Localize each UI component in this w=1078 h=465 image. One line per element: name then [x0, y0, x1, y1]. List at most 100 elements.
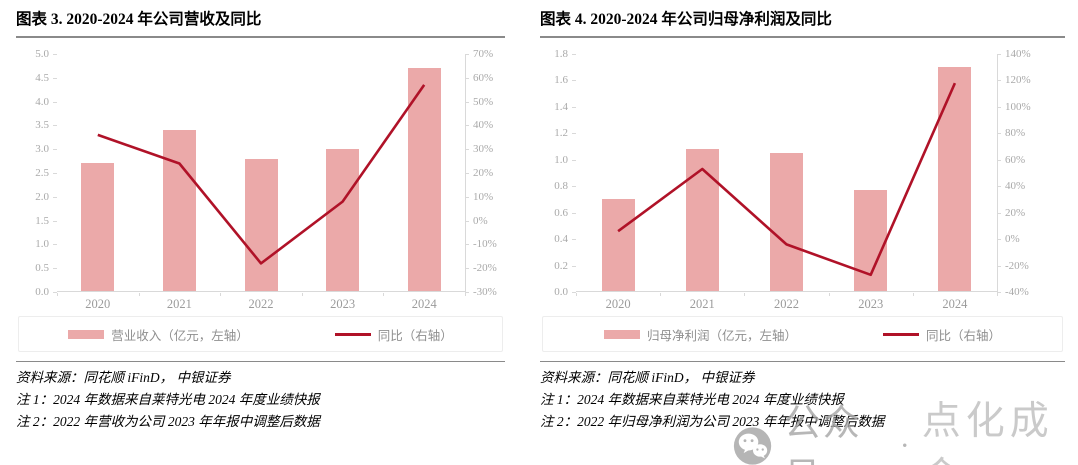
- left-axis-tick-labels: 5.0 4.5 4.0 3.5 3.0 2.5 2.0 1.5 1.0 0.5 0.0: [16, 48, 49, 298]
- right-axis-tick-label: -20%: [473, 262, 497, 275]
- right-axis-tick-label: -20%: [1005, 259, 1029, 272]
- x-axis-label-2024: 2024: [411, 297, 437, 311]
- right-axis-tick: [465, 101, 469, 103]
- left-axis-tick-label: 2.5: [35, 167, 49, 179]
- right-axis-tick: [465, 173, 469, 174]
- right-axis-tick: [997, 212, 1001, 214]
- left-axis-tick-label: 3.0: [35, 143, 49, 156]
- left-axis-tick-label: 4.0: [35, 95, 49, 108]
- right-axis-tick: [997, 106, 1001, 108]
- left-axis-tick-label: 1.0: [35, 238, 49, 251]
- note-line-1: 注 1：2024 年数据来自莱特光电 2024 年度业绩快报: [540, 392, 844, 407]
- x-axis-label-2022: 2022: [248, 297, 274, 311]
- right-axis-tick: [465, 149, 469, 151]
- left-axis-tick: [53, 173, 57, 174]
- right-axis-tick: [465, 77, 469, 79]
- left-axis-tick-label: 1.6: [554, 74, 568, 87]
- legend-item-line: 同比（右轴）: [883, 325, 1001, 344]
- right-axis-tick-label: 20%: [1005, 206, 1026, 219]
- figure-bottom-rule: [540, 361, 1065, 362]
- left-axis-tick: [572, 212, 576, 214]
- left-axis-tick-label: 4.5: [35, 71, 49, 84]
- x-axis-tick: [220, 293, 222, 296]
- legend-bar-label: 营业收入（亿元，左轴）: [111, 328, 249, 343]
- right-axis-tick-labels: 140% 120% 100% 80% 60% 40% 20% 0% -20% -40%: [1005, 48, 1065, 298]
- x-axis-tick: [465, 293, 466, 296]
- note-line-2: 注 2：2022 年营收为公司 2023 年年报中调整后数据: [16, 414, 320, 429]
- legend-bar-label: 归母净利润（亿元，左轴）: [646, 328, 797, 343]
- source-line: 资料来源：同花顺 iFinD， 中银证券: [540, 370, 755, 385]
- right-axis-tick-label: 40%: [1005, 180, 1026, 193]
- note-line-2: 注 2：2022 年归母净利润为公司 2023 年年报中调整后数据: [540, 414, 885, 429]
- left-axis-tick-label: 0.4: [554, 233, 568, 246]
- right-axis-line: [997, 54, 998, 292]
- left-axis-tick: [53, 101, 57, 103]
- bar-2022: [770, 153, 803, 292]
- left-axis-tick: [572, 54, 576, 55]
- yoy-line: [97, 84, 426, 265]
- plot-area: 2020 2021 2022 2023 2024: [572, 54, 1001, 311]
- left-axis-tick-label: 0.2: [554, 259, 568, 272]
- left-axis-tick: [572, 186, 576, 188]
- left-axis-tick: [572, 80, 576, 82]
- x-axis-tick: [138, 293, 140, 296]
- left-axis-tick: [53, 149, 57, 151]
- left-axis-tick: [53, 268, 57, 270]
- chart-legend: 归母净利润（亿元，左轴） 同比（右轴）: [542, 316, 1063, 352]
- figure-bottom-rule: [16, 361, 505, 362]
- right-axis-tick-label: 20%: [473, 167, 494, 179]
- left-axis-tick: [572, 106, 576, 108]
- left-axis-tick: [572, 239, 576, 241]
- left-axis-tick-label: 1.8: [554, 48, 568, 60]
- legend-line-label: 同比（右轴）: [377, 328, 453, 343]
- left-axis-tick-label: 0.0: [554, 286, 568, 298]
- left-axis-tick: [53, 220, 57, 222]
- line-swatch: [883, 332, 919, 336]
- net-profit-chart: 1.8 1.6 1.4 1.2 1.0 0.8 0.6 0.4 0.2 0.0 140% 120% 10…: [540, 38, 1065, 314]
- watermark-dot: ·: [899, 429, 910, 462]
- right-axis-tick-label: 100%: [1005, 100, 1031, 113]
- figure-title: 图表 4. 2020-2024 年公司归母净利润及同比: [540, 10, 1065, 38]
- right-axis-tick-label: 60%: [1005, 153, 1026, 166]
- right-axis-tick: [465, 292, 469, 293]
- x-axis-tick: [660, 293, 662, 296]
- x-axis-label-2020: 2020: [85, 297, 111, 311]
- right-axis-tick-label: 30%: [473, 143, 494, 156]
- left-axis-tick-label: 0.0: [35, 286, 49, 298]
- right-axis-tick-label: 120%: [1005, 74, 1031, 87]
- x-axis-label-2022: 2022: [774, 297, 799, 311]
- x-axis-line: [576, 291, 997, 292]
- right-axis-tick-labels: 70% 60% 50% 40% 30% 20% 10% 0% -10% -20% -30%: [473, 48, 533, 298]
- left-axis-tick-labels: 1.8 1.6 1.4 1.2 1.0 0.8 0.6 0.4 0.2 0.0: [540, 48, 568, 298]
- bar-2021: [685, 149, 719, 292]
- right-axis-tick: [465, 196, 469, 198]
- right-axis-tick-label: 40%: [473, 119, 494, 132]
- legend-item-line: 同比（右轴）: [334, 325, 453, 344]
- x-axis-label-2020: 2020: [605, 297, 631, 311]
- revenue-chart: 5.0 4.5 4.0 3.5 3.0 2.5 2.0 1.5 1.0 0.5 0.0 70% 60% 5…: [16, 38, 505, 314]
- right-axis-tick-label: 50%: [473, 95, 494, 108]
- right-axis-tick: [465, 244, 469, 246]
- left-axis-tick-label: 1.5: [35, 214, 49, 227]
- left-axis-tick-label: 1.2: [554, 127, 568, 140]
- note-line-1: 注 1：2024 年数据来自莱特光电 2024 年度业绩快报: [16, 392, 320, 407]
- right-axis-tick: [465, 54, 469, 55]
- right-axis-tick-label: 140%: [1005, 48, 1031, 60]
- right-axis-tick: [465, 125, 469, 127]
- left-axis-tick: [572, 265, 576, 267]
- x-axis-label-2023: 2023: [330, 297, 356, 311]
- legend-item-bar: 归母净利润（亿元，左轴）: [603, 325, 797, 344]
- left-axis-tick: [53, 196, 57, 198]
- x-axis-label-2021: 2021: [166, 297, 192, 311]
- bar-2021: [162, 130, 196, 292]
- left-axis-tick-label: 0.8: [554, 180, 568, 193]
- source-line: 资料来源：同花顺 iFinD， 中银证券: [16, 370, 231, 385]
- right-axis-tick-label: -40%: [1005, 286, 1029, 298]
- figure-footer: 资料来源：同花顺 iFinD， 中银证券 注 1：2024 年数据来自莱特光电 …: [16, 362, 505, 433]
- bar-2020: [81, 163, 115, 292]
- x-axis-line: [57, 291, 465, 292]
- line-swatch: [334, 332, 371, 336]
- legend-item-bar: 营业收入（亿元，左轴）: [68, 325, 249, 344]
- left-axis-tick: [53, 77, 57, 79]
- left-axis-tick-label: 0.5: [35, 262, 49, 275]
